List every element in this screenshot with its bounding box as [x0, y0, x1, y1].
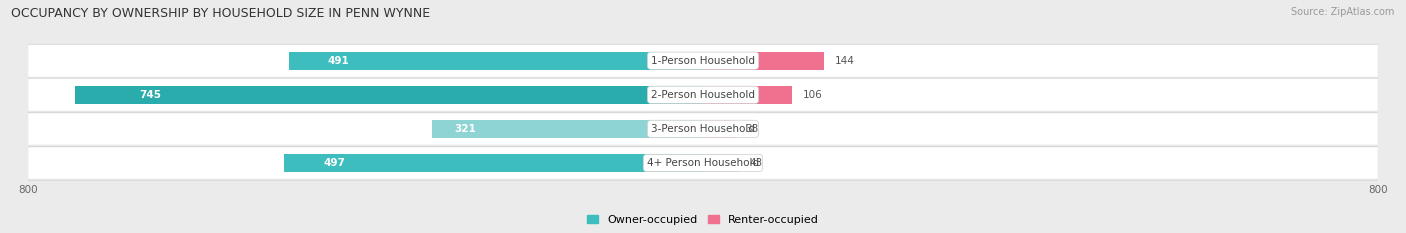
Text: 2-Person Household: 2-Person Household [651, 90, 755, 100]
Bar [703, 120, 735, 138]
Bar [284, 154, 703, 172]
Text: 43: 43 [749, 158, 762, 168]
Text: 1-Person Household: 1-Person Household [651, 56, 755, 66]
Bar [75, 86, 703, 104]
Bar [703, 154, 740, 172]
Bar [288, 52, 703, 70]
Text: 38: 38 [745, 124, 758, 134]
Bar [703, 86, 793, 104]
Text: Source: ZipAtlas.com: Source: ZipAtlas.com [1291, 7, 1395, 17]
Bar [28, 44, 1378, 77]
Bar [28, 147, 1378, 179]
Text: 3-Person Household: 3-Person Household [651, 124, 755, 134]
Bar [703, 52, 824, 70]
Text: OCCUPANCY BY OWNERSHIP BY HOUSEHOLD SIZE IN PENN WYNNE: OCCUPANCY BY OWNERSHIP BY HOUSEHOLD SIZE… [11, 7, 430, 20]
Text: 497: 497 [323, 158, 344, 168]
Text: 4+ Person Household: 4+ Person Household [647, 158, 759, 168]
Text: 144: 144 [835, 56, 855, 66]
Text: 321: 321 [454, 124, 475, 134]
Text: 745: 745 [139, 90, 160, 100]
Bar [28, 79, 1378, 111]
Bar [432, 120, 703, 138]
Text: 106: 106 [803, 90, 823, 100]
Text: 491: 491 [328, 56, 349, 66]
Legend: Owner-occupied, Renter-occupied: Owner-occupied, Renter-occupied [582, 210, 824, 229]
Bar [28, 113, 1378, 145]
